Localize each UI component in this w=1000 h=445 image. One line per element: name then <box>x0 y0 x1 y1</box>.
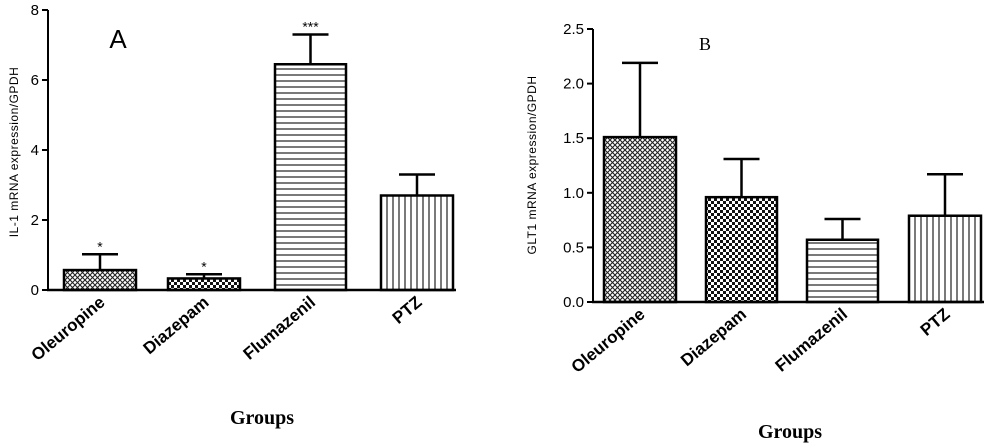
panel-a-chart: A IL-1 mRNA expression/GPDH Groups 0 2 4 6 8… <box>7 2 456 429</box>
panel-b-y-tick-label: 2.0 <box>563 76 584 93</box>
panel-b-category-label-2: Flumazenil <box>772 305 852 376</box>
panel-a-x-axis-label: Groups <box>230 407 294 429</box>
panel-b-chart: B GLT1 mRNA expression/GPDH Groups 0.0 0.… <box>525 21 984 443</box>
panel-a-bar-0 <box>62 268 138 292</box>
panel-a-bar-1 <box>166 277 242 292</box>
panel-a-bar-3 <box>379 194 455 292</box>
panel-a-y-tick-label: 0 <box>31 282 39 299</box>
panel-b-y-tick-label: 0.0 <box>563 294 584 311</box>
panel-b-bar-2 <box>805 238 880 304</box>
panel-b-y-axis-label: GLT1 mRNA expression/GPDH <box>525 76 539 255</box>
panel-a-category-label-3: PTZ <box>389 293 426 328</box>
panel-b-category-label-1: Diazepam <box>677 305 750 371</box>
panel-a-category-label-2: Flumazenil <box>240 293 320 364</box>
panel-a-significance-label-0: * <box>97 238 103 254</box>
panel-a-y-tick-label: 8 <box>31 2 39 19</box>
panel-a-significance-label-1: * <box>201 258 207 274</box>
panel-b-bar-3 <box>907 214 983 304</box>
panel-a-y-tick-label: 4 <box>31 142 39 159</box>
panel-a-y-tick-label: 2 <box>31 212 39 229</box>
panel-b-y-tick-label: 2.5 <box>563 21 584 38</box>
panel-b-letter: B <box>699 34 711 54</box>
panel-a-bar-2 <box>273 63 348 292</box>
panel-b-bar-1 <box>704 195 779 304</box>
panel-a-category-label-0: Oleuropine <box>28 293 109 365</box>
panel-b-y-tick-label: 1.0 <box>563 185 584 202</box>
panel-a-y-tick-label: 6 <box>31 72 39 89</box>
panel-b-category-label-3: PTZ <box>917 305 954 340</box>
panel-b-category-label-0: Oleuropine <box>568 305 649 377</box>
panel-b-y-tick-label: 1.5 <box>563 130 584 147</box>
panel-a-letter: A <box>109 24 127 54</box>
panel-b-bar-0 <box>602 135 678 304</box>
panel-a-category-label-1: Diazepam <box>140 293 213 359</box>
panel-b-y-tick-label: 0.5 <box>563 239 584 256</box>
panel-a-significance-label-2: *** <box>302 19 319 35</box>
panel-b-x-axis-label: Groups <box>758 421 822 443</box>
panel-a-y-axis-label: IL-1 mRNA expression/GPDH <box>7 67 21 238</box>
